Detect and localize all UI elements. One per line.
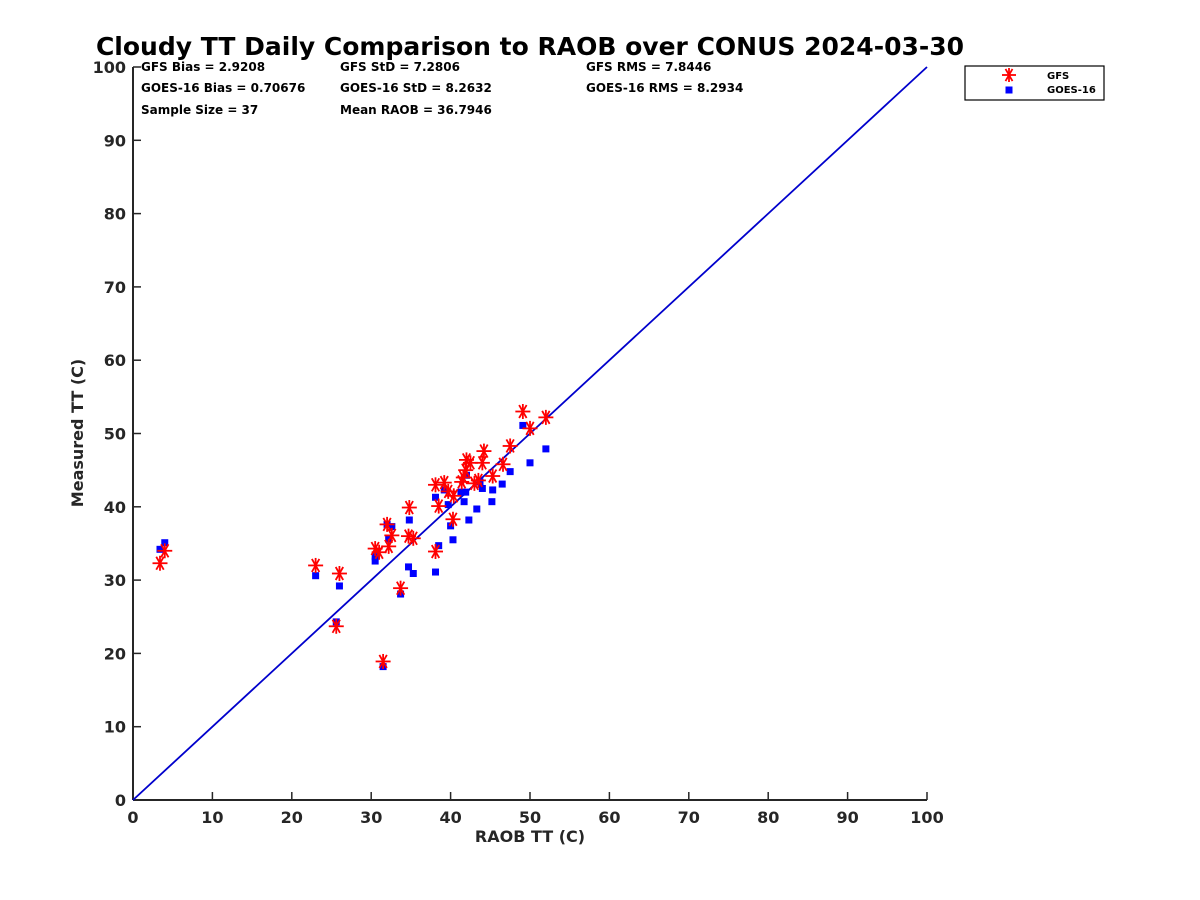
legend-gfs-asterisk	[1002, 68, 1016, 82]
gfs-point	[152, 555, 168, 571]
goes16-point	[405, 563, 413, 571]
gfs-point	[502, 438, 518, 454]
gfs-point	[431, 498, 447, 514]
gfs-point	[428, 477, 444, 493]
gfs-point	[495, 456, 511, 472]
goes16-point	[488, 498, 496, 506]
gfs-point	[405, 530, 421, 546]
gfs-point	[476, 443, 492, 459]
gfs-point	[393, 580, 409, 596]
y-tick-label: 30	[104, 571, 126, 590]
gfs-point	[474, 455, 490, 471]
gfs-point	[428, 544, 444, 560]
goes16-point	[371, 557, 379, 565]
gfs-point	[436, 475, 452, 491]
goes16-point	[312, 572, 320, 580]
gfs-point	[371, 544, 387, 560]
goes16-point	[462, 488, 470, 496]
goes16-point	[489, 486, 497, 494]
legend-gfs-marker	[1002, 68, 1016, 82]
goes16-point	[506, 468, 514, 476]
x-tick-label: 50	[519, 808, 541, 827]
gfs-point	[446, 488, 462, 504]
stats-text: GOES-16 RMS = 8.2934	[586, 81, 743, 95]
goes16-point	[478, 484, 486, 492]
y-tick-label: 50	[104, 425, 126, 444]
stats-text: Mean RAOB = 36.7946	[340, 103, 492, 117]
gfs-point	[157, 543, 173, 559]
stats-text: GFS Bias = 2.9208	[141, 60, 265, 74]
y-tick-label: 90	[104, 131, 126, 150]
legend-goes16-square	[1005, 86, 1013, 94]
goes16-point	[447, 522, 455, 530]
y-tick-label: 70	[104, 278, 126, 297]
gfs-point	[538, 409, 554, 425]
goes16-point	[388, 523, 396, 531]
gfs-point	[445, 511, 461, 527]
y-tick-label: 10	[104, 718, 126, 737]
y-tick-label: 0	[115, 791, 126, 810]
x-tick-label: 90	[836, 808, 858, 827]
x-tick-label: 70	[678, 808, 700, 827]
x-tick-label: 30	[360, 808, 382, 827]
stats-text: Sample Size = 37	[141, 103, 258, 117]
goes16-point	[371, 553, 379, 561]
gfs-point	[470, 472, 486, 488]
gfs-point	[331, 566, 347, 582]
gfs-point	[384, 527, 400, 543]
stats-text: GOES-16 Bias = 0.70676	[141, 81, 305, 95]
plot-area: 0 10 20 30 40 50 60 70 80 90 100 0 10 20 30 40 50 60 70 80 9…	[93, 58, 944, 827]
stats-text: GOES-16 StD = 8.2632	[340, 81, 492, 95]
gfs-point	[522, 420, 538, 436]
x-tick-label: 0	[127, 808, 138, 827]
goes16-point	[473, 505, 481, 513]
goes16-point	[432, 493, 440, 501]
chart-title: Cloudy TT Daily Comparison to RAOB over …	[96, 32, 964, 61]
goes16-point	[457, 488, 465, 496]
legend-box	[964, 65, 1105, 101]
x-tick-label: 10	[201, 808, 223, 827]
x-tick-label: 20	[281, 808, 303, 827]
goes16-point	[498, 480, 506, 488]
y-axis-label: Measured TT (C)	[68, 359, 87, 507]
x-tick-label: 60	[598, 808, 620, 827]
gfs-point	[515, 404, 531, 420]
goes16-point	[409, 570, 417, 578]
x-tick-label: 100	[910, 808, 943, 827]
gfs-point	[485, 468, 501, 484]
y-tick-label: 40	[104, 498, 126, 517]
goes16-point	[465, 516, 473, 524]
y-tick-label: 60	[104, 351, 126, 370]
goes16-point	[526, 459, 534, 467]
legend-goes16-marker	[1005, 86, 1013, 94]
legend: GFS GOES-16	[964, 65, 1105, 101]
stats-text: GFS StD = 7.2806	[340, 60, 460, 74]
gfs-point	[401, 528, 417, 544]
x-tick-label: 80	[757, 808, 779, 827]
goes16-point	[156, 545, 164, 553]
gfs-point	[375, 653, 391, 669]
goes16-point	[432, 568, 440, 576]
goes16-point	[335, 582, 343, 590]
y-tick-label: 100	[93, 58, 126, 77]
gfs-point	[379, 516, 395, 532]
x-axis-label: RAOB TT (C)	[475, 827, 585, 846]
goes16-point	[405, 516, 413, 524]
legend-gfs-label: GFS	[1047, 71, 1069, 82]
stats-text: GFS RMS = 7.8446	[586, 60, 711, 74]
gfs-point	[328, 618, 344, 634]
y-tick-label: 80	[104, 205, 126, 224]
goes16-point	[161, 539, 169, 547]
goes16-point	[449, 536, 457, 544]
legend-goes16-label: GOES-16	[1047, 85, 1096, 96]
goes16-point	[542, 445, 550, 453]
gfs-point	[401, 500, 417, 516]
goes16-point	[519, 421, 527, 429]
goes16-point	[460, 498, 468, 506]
x-tick-label: 40	[439, 808, 461, 827]
y-tick-label: 20	[104, 644, 126, 663]
goes16-point	[444, 501, 452, 509]
gfs-point	[308, 557, 324, 573]
